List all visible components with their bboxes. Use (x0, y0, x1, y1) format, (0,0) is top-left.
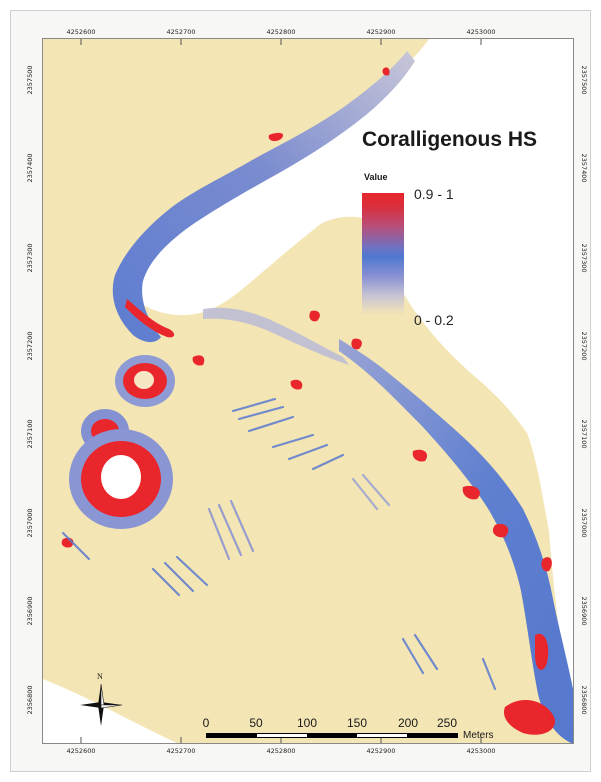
y-tick-left-8: 2356800 (26, 685, 34, 715)
x-tick-bottom-3: 4252800 (266, 747, 296, 755)
y-tick-right-4: 2357200 (580, 331, 588, 361)
crest-light-band (203, 307, 349, 365)
x-tick-top-3: 4252800 (266, 28, 296, 36)
y-tick-right-6: 2357000 (580, 508, 588, 538)
x-tick-top-2: 4252700 (166, 28, 196, 36)
x-tick-bottom-1: 4252600 (66, 747, 96, 755)
map-frame-ticks (80, 39, 482, 743)
y-tick-right-2: 2357400 (580, 153, 588, 183)
y-tick-left-7: 2356900 (26, 596, 34, 626)
scale-label-200: 200 (397, 716, 419, 730)
scale-label-50: 50 (249, 716, 263, 730)
y-tick-left-2: 2357400 (26, 153, 34, 183)
legend-high-label: 0.9 - 1 (414, 186, 454, 202)
north-arrow-icon (80, 683, 123, 726)
legend-low-label: 0 - 0.2 (414, 312, 454, 328)
legend-color-ramp (362, 193, 404, 315)
islet-3 (69, 429, 173, 529)
se-shoreline-band (339, 339, 573, 743)
y-tick-left-1: 2357500 (26, 65, 34, 95)
legend-title: Coralligenous HS (362, 128, 538, 151)
x-tick-bottom-5: 4253000 (466, 747, 496, 755)
scale-units-label: Meters (463, 730, 494, 741)
scale-label-150: 150 (346, 716, 368, 730)
y-tick-right-8: 2356800 (580, 685, 588, 715)
red-patches (61, 67, 555, 735)
scale-label-100: 100 (296, 716, 318, 730)
north-label: N (97, 672, 103, 681)
x-tick-bottom-2: 4252700 (166, 747, 196, 755)
y-tick-right-7: 2356900 (580, 596, 588, 626)
y-tick-right-3: 2357300 (580, 243, 588, 273)
y-tick-right-5: 2357100 (580, 419, 588, 449)
striated-blue-streaks (61, 397, 497, 691)
x-tick-top-1: 4252600 (66, 28, 96, 36)
x-tick-bottom-4: 4252900 (366, 747, 396, 755)
legend-field-label: Value (364, 172, 388, 182)
habitat-suitability-map (43, 39, 573, 743)
x-tick-top-4: 4252900 (366, 28, 396, 36)
y-tick-left-5: 2357100 (26, 419, 34, 449)
islet-1 (115, 355, 175, 407)
scale-bar (206, 733, 458, 738)
nw-shoreline-band (112, 51, 415, 343)
y-tick-left-4: 2357200 (26, 331, 34, 361)
map-area (42, 38, 574, 744)
y-tick-left-3: 2357300 (26, 243, 34, 273)
scale-label-0: 0 (202, 716, 210, 730)
scale-label-250: 250 (436, 716, 458, 730)
y-tick-left-6: 2357000 (26, 508, 34, 538)
y-tick-right-1: 2357500 (580, 65, 588, 95)
x-tick-top-5: 4253000 (466, 28, 496, 36)
